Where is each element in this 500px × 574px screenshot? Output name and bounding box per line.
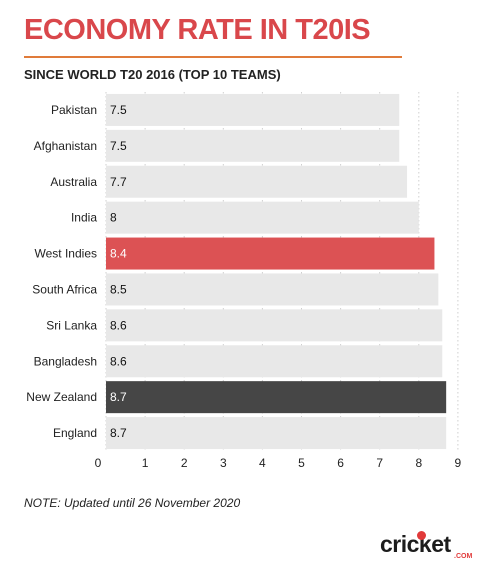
- category-label-south-africa: South Africa: [32, 282, 97, 296]
- value-label-india: 8: [110, 211, 117, 225]
- x-tick-label-6: 6: [337, 456, 344, 470]
- value-label-bangladesh: 8.6: [110, 354, 127, 368]
- x-tick-label-9: 9: [455, 456, 462, 470]
- x-tick-label-3: 3: [220, 456, 227, 470]
- chart-subtitle: SINCE WORLD T20 2016 (TOP 10 TEAMS): [24, 67, 281, 82]
- logo-suffix: .COM: [454, 553, 473, 560]
- value-label-sri-lanka: 8.6: [110, 318, 127, 332]
- bar-south-africa: [106, 273, 439, 306]
- title-underline: [24, 56, 402, 58]
- logo-dot-icon: [417, 531, 426, 540]
- x-tick-label-8: 8: [415, 456, 422, 470]
- bar-bangladesh: [106, 345, 443, 378]
- bar-australia: [106, 165, 408, 198]
- value-label-afghanistan: 7.5: [110, 139, 127, 153]
- x-tick-label-7: 7: [376, 456, 383, 470]
- category-label-afghanistan: Afghanistan: [34, 139, 97, 153]
- x-tick-label-0: 0: [95, 456, 102, 470]
- category-label-india: India: [71, 211, 97, 225]
- value-label-south-africa: 8.5: [110, 282, 127, 296]
- bar-chart: 0 1 2 3 4 5 6 7 8 9 Pakistan 7.5 Afghanistan 7.5 Austr…: [26, 92, 462, 470]
- category-label-west-indies: West Indies: [35, 247, 97, 261]
- logo-word: cricket: [380, 531, 451, 557]
- bar-sri-lanka: [106, 309, 443, 342]
- bar-india: [106, 201, 419, 234]
- value-label-pakistan: 7.5: [110, 103, 127, 117]
- bar-new-zealand: [106, 381, 447, 414]
- value-label-australia: 7.7: [110, 175, 127, 189]
- category-label-sri-lanka: Sri Lanka: [46, 318, 97, 332]
- bar-england: [106, 417, 447, 450]
- bar-afghanistan: [106, 129, 400, 162]
- category-label-pakistan: Pakistan: [51, 103, 97, 117]
- category-label-england: England: [53, 426, 97, 440]
- value-label-new-zealand: 8.7: [110, 390, 127, 404]
- chart-title: ECONOMY RATE IN T20IS: [24, 14, 371, 46]
- value-label-england: 8.7: [110, 426, 127, 440]
- labels: 0 1 2 3 4 5 6 7 8 9 Pakistan 7.5 Afghanistan 7.5 Austr…: [26, 103, 461, 470]
- category-label-bangladesh: Bangladesh: [34, 354, 97, 368]
- bar-pakistan: [106, 93, 400, 126]
- bar-west-indies: [106, 237, 435, 270]
- category-label-new-zealand: New Zealand: [26, 390, 97, 404]
- x-tick-label-4: 4: [259, 456, 266, 470]
- bars: [106, 93, 447, 450]
- x-tick-label-5: 5: [298, 456, 305, 470]
- value-label-west-indies: 8.4: [110, 247, 127, 261]
- category-label-australia: Australia: [50, 175, 97, 189]
- footnote: NOTE: Updated until 26 November 2020: [24, 496, 241, 510]
- x-tick-label-2: 2: [181, 456, 188, 470]
- cricket-com-logo: cricket .COM: [380, 531, 472, 561]
- x-tick-label-1: 1: [142, 456, 149, 470]
